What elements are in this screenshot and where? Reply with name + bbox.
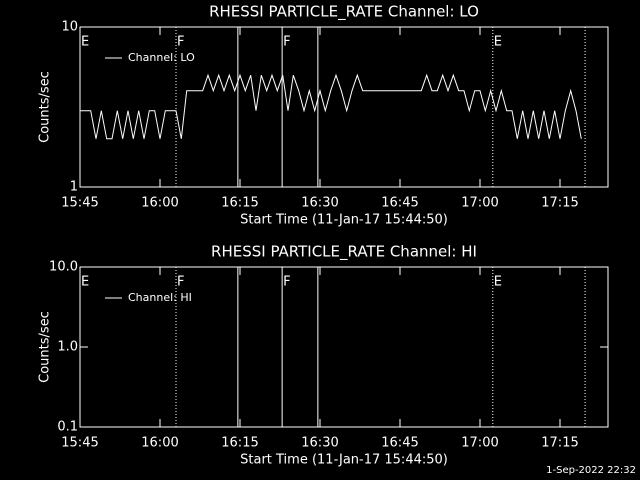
legend-label: Channel: LO: [128, 51, 195, 64]
x-tick-label: 17:00: [461, 196, 498, 211]
x-tick-label: 16:45: [381, 436, 418, 451]
x-tick-label: 17:15: [541, 196, 578, 211]
event-flag: F: [283, 35, 290, 50]
x-axis-label: Start Time (11-Jan-17 15:44:50): [240, 213, 448, 228]
chart-title: RHESSI PARTICLE_RATE Channel: LO: [209, 3, 479, 22]
event-flag: E: [81, 35, 89, 50]
legend-label: Channel: HI: [128, 291, 192, 304]
footer-date: 1-Sep-2022 22:32: [546, 465, 636, 476]
event-flag: F: [177, 275, 184, 290]
event-flag: F: [177, 35, 184, 50]
event-flag: E: [494, 35, 502, 50]
event-flag: E: [494, 275, 502, 290]
x-tick-label: 17:00: [461, 436, 498, 451]
x-tick-label: 15:45: [61, 196, 98, 211]
y-tick-label: 10.0: [49, 260, 78, 275]
x-tick-label: 16:30: [301, 196, 338, 211]
x-tick-label: 16:15: [221, 436, 258, 451]
x-axis-label: Start Time (11-Jan-17 15:44:50): [240, 453, 448, 468]
x-tick-label: 16:30: [301, 436, 338, 451]
x-tick-label: 16:00: [141, 436, 178, 451]
x-tick-label: 16:15: [221, 196, 258, 211]
y-axis-label: Counts/sec: [38, 71, 53, 143]
x-tick-label: 16:00: [141, 196, 178, 211]
y-tick-label: 1: [70, 180, 78, 195]
event-flag: E: [81, 275, 89, 290]
y-tick-label: 10: [61, 20, 78, 35]
x-tick-label: 17:15: [541, 436, 578, 451]
y-tick-label: 1.0: [57, 340, 78, 355]
x-tick-label: 15:45: [61, 436, 98, 451]
data-line: [80, 73, 582, 140]
y-tick-label: 0.1: [57, 420, 78, 435]
x-tick-label: 16:45: [381, 196, 418, 211]
chart-title: RHESSI PARTICLE_RATE Channel: HI: [211, 243, 477, 262]
y-axis-label: Counts/sec: [38, 311, 53, 383]
event-flag: F: [283, 275, 290, 290]
plot-frame: [79, 26, 609, 188]
